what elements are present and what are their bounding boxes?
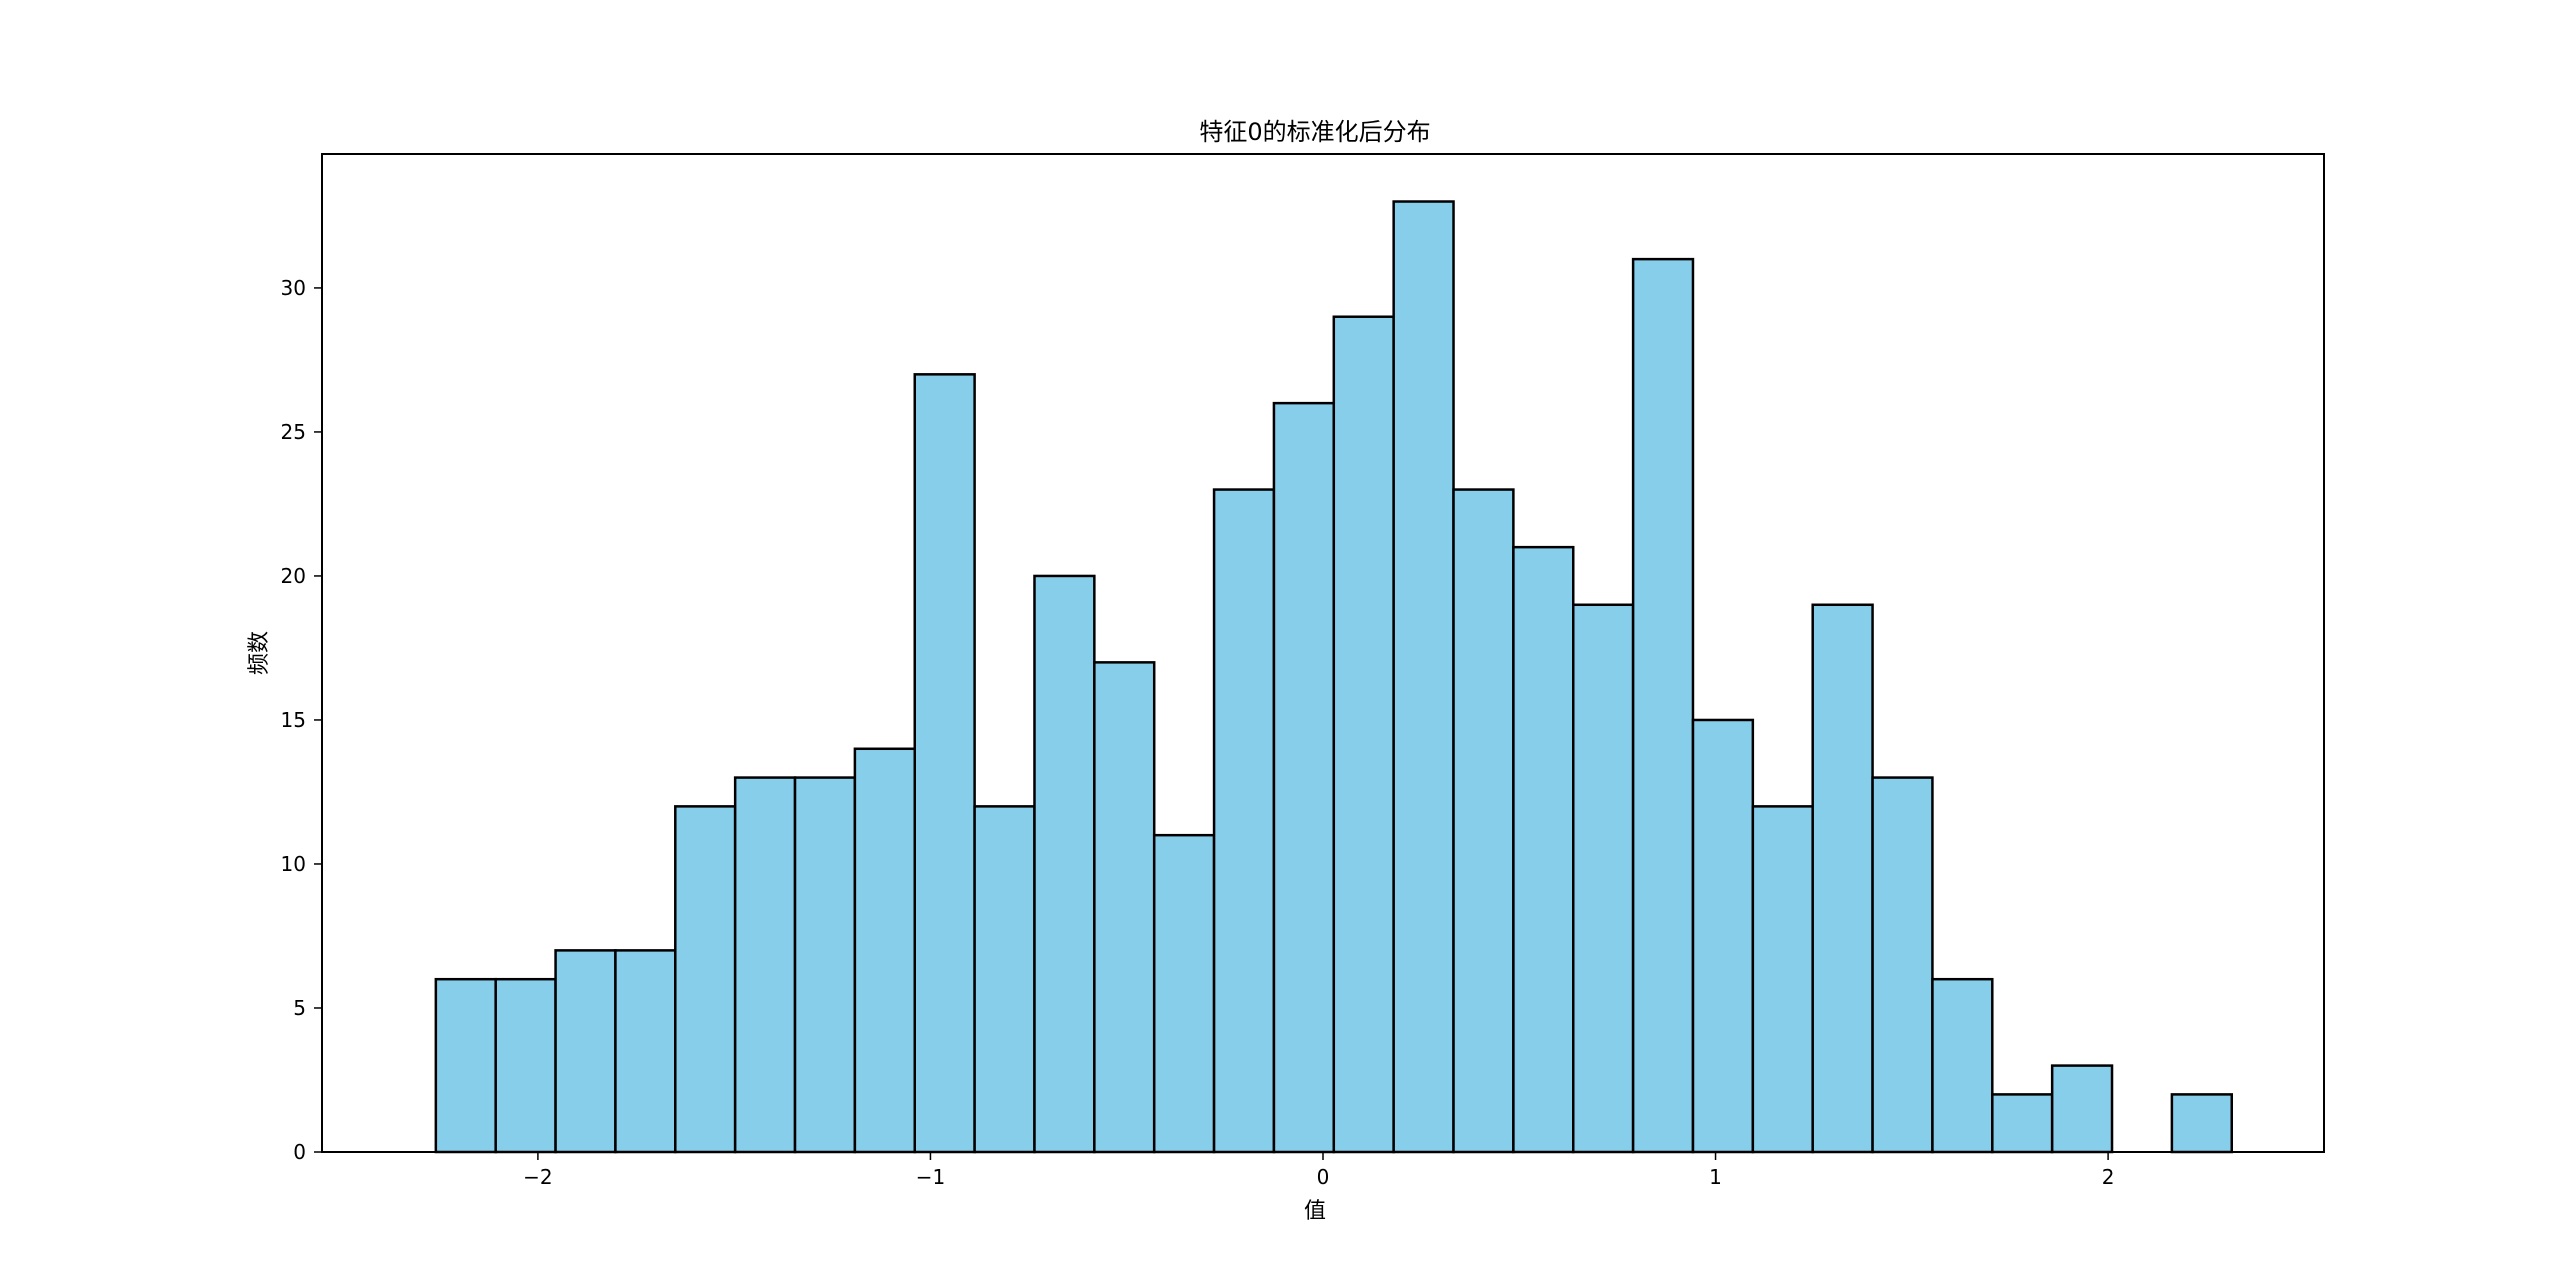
histogram-bar — [1631, 257, 1695, 1154]
x-tick-label: 0 — [1317, 1165, 1330, 1189]
histogram-bar — [1991, 1093, 2054, 1154]
y-tick-label: 20 — [281, 564, 306, 588]
histogram-bar — [1931, 977, 1994, 1154]
histogram-bar — [1811, 603, 1874, 1154]
x-axis-ticks: −2 −1 0 1 2 — [523, 1152, 2114, 1189]
y-tick-label: 30 — [281, 276, 306, 300]
plot-frame — [321, 153, 2325, 1153]
histogram-bar — [1572, 603, 1635, 1154]
histogram-bar — [793, 776, 857, 1154]
histogram-bar — [1392, 200, 1455, 1154]
histogram-bar — [554, 949, 617, 1154]
histogram-bar — [973, 805, 1036, 1154]
histogram-bar — [1871, 776, 1934, 1154]
histogram-bar — [1691, 718, 1755, 1154]
chart-title: 特征0的标准化后分布 — [1199, 118, 1430, 146]
histogram-bar — [1272, 401, 1336, 1154]
histogram-bar — [494, 977, 557, 1154]
histogram-bar — [853, 747, 917, 1154]
histogram-bar — [733, 776, 797, 1154]
x-tick-label: 2 — [2102, 1165, 2115, 1189]
histogram-bar — [1332, 315, 1395, 1154]
x-tick-label: −2 — [523, 1165, 552, 1189]
histogram-bar — [1512, 545, 1575, 1154]
histogram-bar — [674, 805, 737, 1154]
y-tick-label: 25 — [281, 420, 306, 444]
histogram-bar — [1033, 574, 1096, 1154]
y-axis-ticks: 0 5 10 15 20 25 30 — [281, 276, 322, 1164]
bars-layer — [434, 200, 2233, 1154]
histogram-bar — [434, 977, 497, 1154]
histogram-bar — [913, 373, 976, 1154]
x-axis-label: 值 — [1304, 1199, 1326, 1224]
y-tick-label: 15 — [281, 708, 306, 732]
y-tick-label: 5 — [293, 996, 306, 1020]
histogram-bar — [614, 949, 677, 1154]
histogram-bar — [1452, 488, 1515, 1154]
histogram-bar — [2050, 1064, 2114, 1154]
histogram-bar — [2170, 1093, 2233, 1154]
y-tick-label: 0 — [293, 1140, 306, 1164]
y-tick-label: 10 — [281, 852, 306, 876]
histogram-bar — [1212, 488, 1276, 1154]
histogram-bar — [1751, 805, 1814, 1154]
x-tick-label: −1 — [916, 1165, 945, 1189]
y-axis-label: 频数 — [247, 631, 272, 675]
histogram-bar — [1093, 661, 1156, 1154]
histogram-bar — [1152, 833, 1216, 1154]
x-tick-label: 1 — [1709, 1165, 1722, 1189]
